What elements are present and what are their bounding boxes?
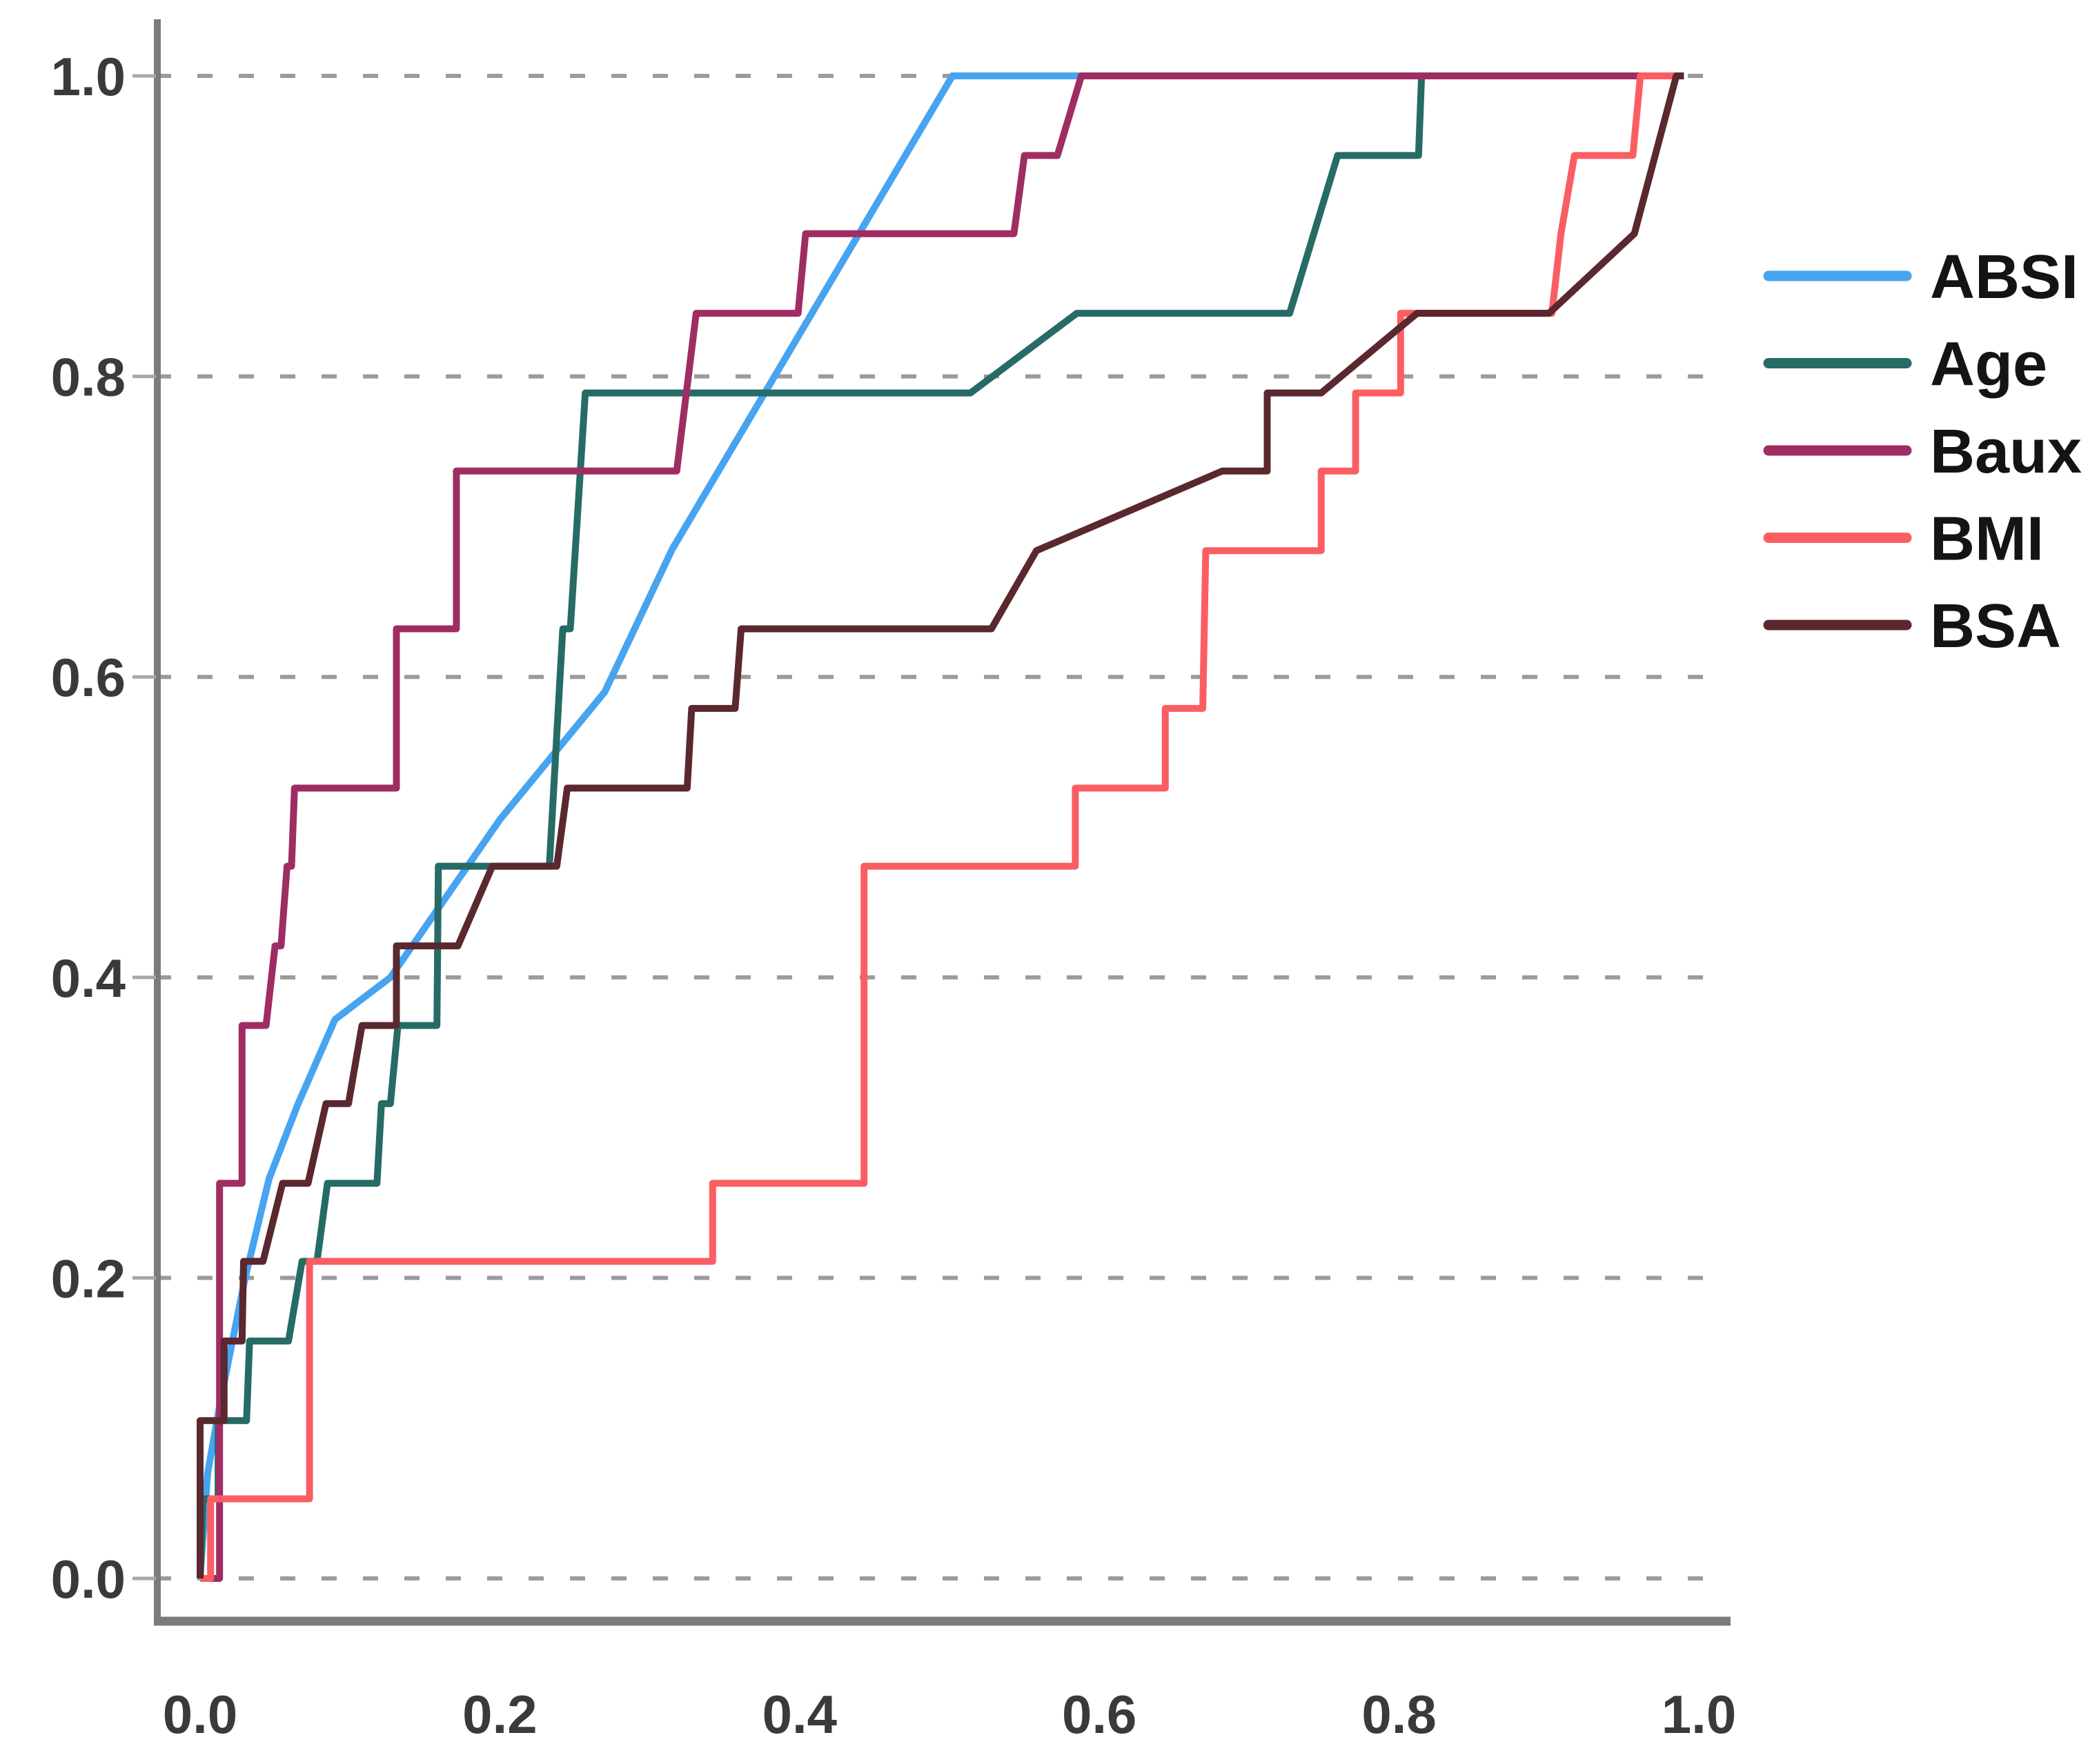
legend-item-absi: ABSI — [1763, 243, 2078, 312]
axis-ticks — [132, 74, 156, 1580]
legend-label-bsa: BSA — [1930, 592, 2061, 661]
y-tick-label: 0.6 — [51, 647, 126, 708]
roc-curve-baux — [200, 72, 1684, 1582]
y-tick-label: 1.0 — [51, 46, 126, 107]
roc-curves — [197, 72, 1684, 1582]
x-tick-label: 0.0 — [163, 1684, 237, 1745]
gridlines — [156, 74, 1726, 1580]
y-tick-label: 0.2 — [51, 1248, 126, 1309]
x-tick-label: 0.2 — [462, 1684, 537, 1745]
roc-curve-absi — [197, 72, 1684, 1579]
legend-label-bmi: BMI — [1930, 505, 2044, 574]
legend-item-age: Age — [1763, 330, 2047, 399]
axes — [154, 19, 1731, 1626]
y-axis-tick-labels: 0.0 0.2 0.4 0.6 0.8 1.0 — [51, 46, 126, 1609]
y-tick-label: 0.8 — [51, 347, 126, 408]
x-tick-label: 0.6 — [1062, 1684, 1136, 1745]
x-tick-label: 1.0 — [1662, 1684, 1736, 1745]
roc-curve-bmi — [200, 72, 1684, 1582]
legend-item-bsa: BSA — [1763, 592, 2061, 661]
legend-label-age: Age — [1930, 330, 2047, 399]
x-axis-tick-labels: 0.0 0.2 0.4 0.6 0.8 1.0 — [163, 1684, 1736, 1745]
legend-label-absi: ABSI — [1930, 243, 2078, 312]
x-tick-label: 0.4 — [762, 1684, 837, 1745]
legend: ABSI Age Baux BMI BSA — [1763, 243, 2082, 661]
legend-item-baux: Baux — [1763, 417, 2082, 486]
roc-curve-age — [197, 72, 1684, 1579]
y-tick-label: 0.4 — [51, 948, 126, 1009]
legend-item-bmi: BMI — [1763, 505, 2044, 574]
y-tick-label: 0.0 — [51, 1549, 126, 1609]
roc-curve-bsa — [197, 72, 1684, 1578]
x-tick-label: 0.8 — [1361, 1684, 1436, 1745]
legend-label-baux: Baux — [1930, 417, 2082, 486]
